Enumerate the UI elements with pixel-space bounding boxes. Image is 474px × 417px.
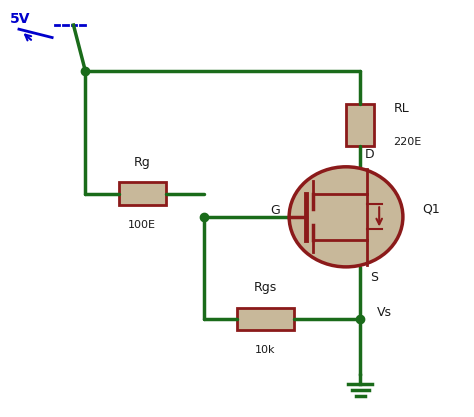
Text: Rgs: Rgs xyxy=(254,281,277,294)
Text: 220E: 220E xyxy=(393,137,422,147)
Text: 5V: 5V xyxy=(9,12,30,26)
Text: D: D xyxy=(365,148,374,161)
Text: 100E: 100E xyxy=(128,220,156,230)
Text: Rg: Rg xyxy=(134,156,151,169)
Circle shape xyxy=(289,167,403,267)
Text: Vs: Vs xyxy=(376,306,392,319)
Text: RL: RL xyxy=(393,102,409,115)
Text: G: G xyxy=(270,204,280,217)
Text: Q1: Q1 xyxy=(422,202,440,215)
Text: 10k: 10k xyxy=(255,345,276,355)
FancyBboxPatch shape xyxy=(237,308,294,330)
FancyBboxPatch shape xyxy=(118,182,166,205)
FancyBboxPatch shape xyxy=(346,104,374,146)
Text: S: S xyxy=(371,271,378,284)
